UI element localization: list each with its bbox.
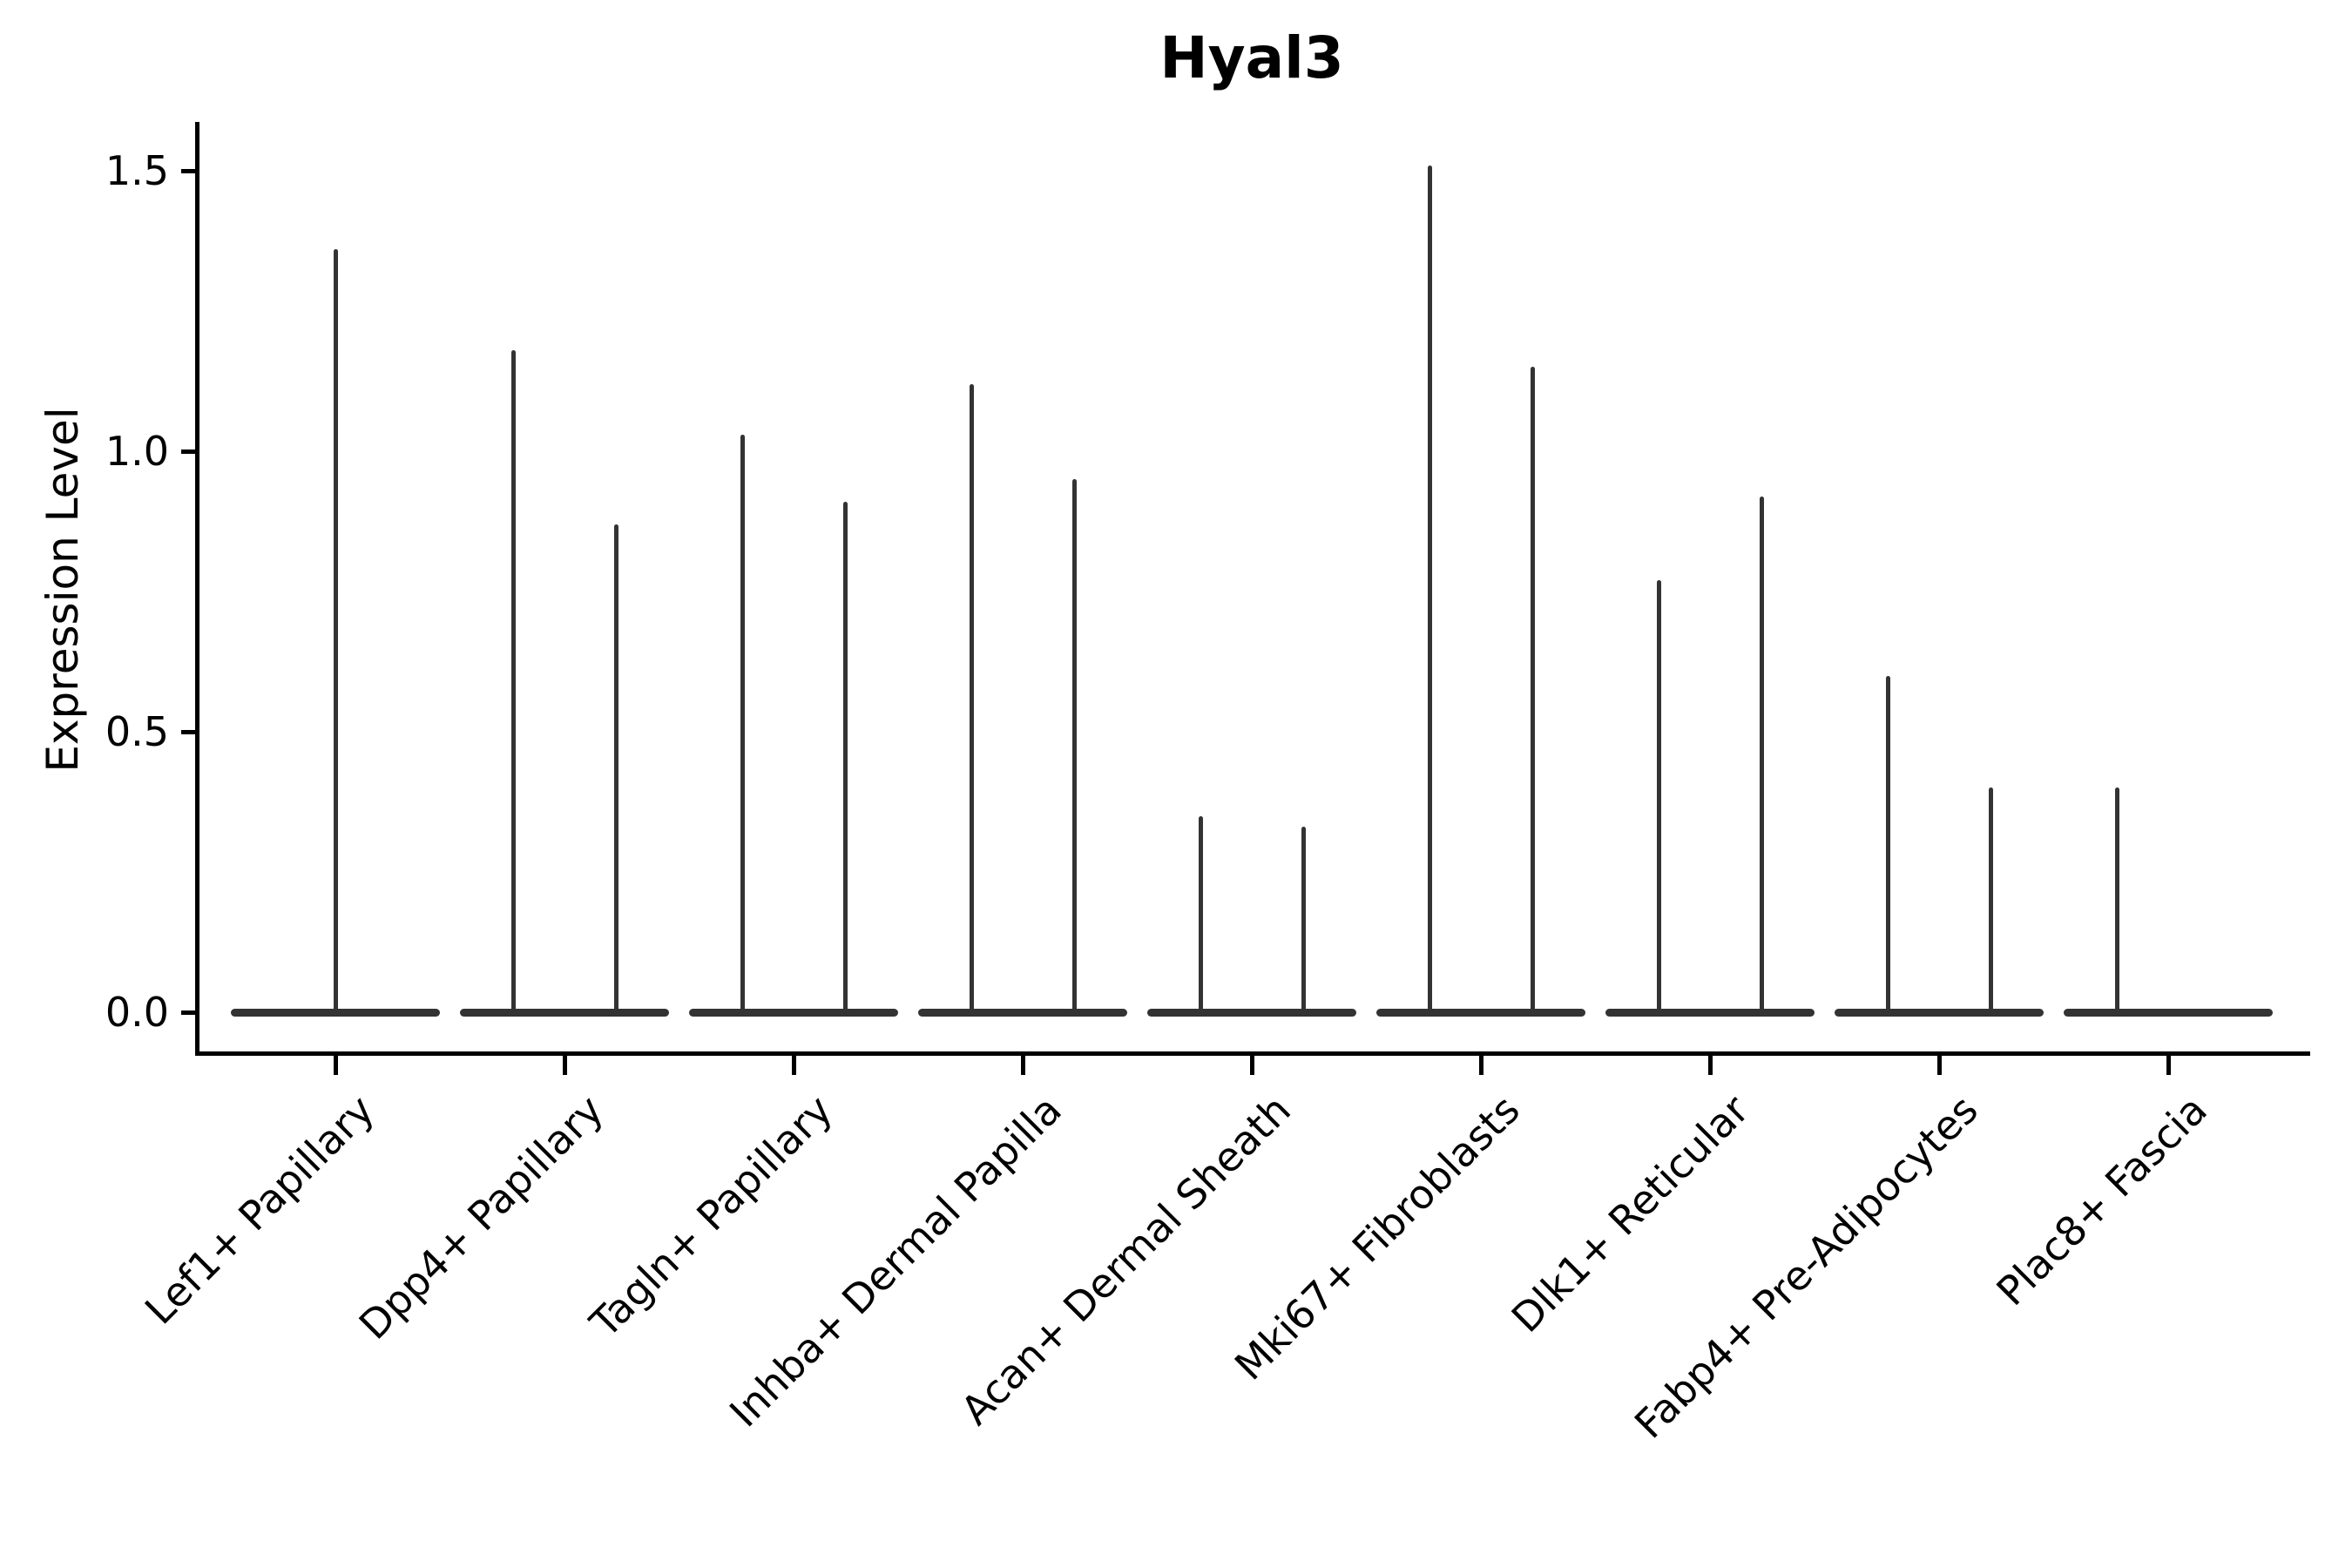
violin-spike [1530,367,1535,1012]
y-tick-mark [181,1010,198,1015]
x-tick-mark [1249,1056,1254,1075]
violin-spike [1198,815,1203,1012]
violin-spike [740,434,745,1012]
x-tick-mark [791,1056,796,1075]
y-tick-mark [181,168,198,173]
violin-spike [1071,479,1077,1012]
violin-spike [1301,827,1306,1012]
x-tick-mark [562,1056,567,1075]
x-tick-label: Plac8+ Fascia [1987,1085,2216,1315]
violin-spike [1759,496,1764,1012]
y-tick-mark [181,729,198,734]
violin-base [231,1008,440,1017]
chart-title: Hyal3 [1159,24,1344,91]
violin-spike [2114,787,2119,1012]
violin-base [1835,1008,2044,1017]
violin-spike [969,383,974,1012]
x-axis-spine [195,1051,2310,1056]
violin-base [1147,1008,1356,1017]
y-axis-label: Expression Level [37,407,88,773]
x-tick-label: Acan+ Dermal Sheath [951,1085,1300,1435]
y-tick-label: 1.0 [105,428,169,475]
violin-spike [1656,580,1661,1012]
x-tick-mark [1707,1056,1713,1075]
x-tick-mark [333,1056,338,1075]
x-tick-label: Mki67+ Fibroblasts [1225,1085,1529,1389]
x-tick-mark [2166,1056,2171,1075]
violin-base [460,1008,669,1017]
x-tick-label: Tagln+ Papillary [580,1085,841,1347]
violin-spike [333,249,338,1012]
x-tick-label: Dlk1+ Reticular [1502,1085,1758,1342]
y-axis-spine [195,122,199,1056]
violin-base [1605,1008,1815,1017]
violin-spike [613,524,618,1012]
y-tick-label: 0.0 [105,989,169,1036]
violin-base [2064,1008,2273,1017]
x-tick-mark [1936,1056,1942,1075]
violin-spike [510,350,516,1012]
violin-base [918,1008,1127,1017]
violin-spike [1427,165,1432,1012]
violin-spike [1988,787,1993,1012]
x-tick-label: Inhba+ Dermal Papilla [720,1085,1071,1436]
y-tick-label: 0.5 [105,708,169,755]
violin-spike [842,501,848,1012]
violin-base [1376,1008,1585,1017]
x-tick-mark [1020,1056,1025,1075]
y-tick-label: 1.5 [105,147,169,194]
x-tick-mark [1478,1056,1484,1075]
x-tick-label: Fabp4+ Pre-Adipocytes [1625,1085,1987,1448]
x-tick-label: Dpp4+ Papillary [349,1085,612,1348]
violin-spike [1885,675,1890,1012]
violin-base [689,1008,898,1017]
y-tick-mark [181,449,198,454]
